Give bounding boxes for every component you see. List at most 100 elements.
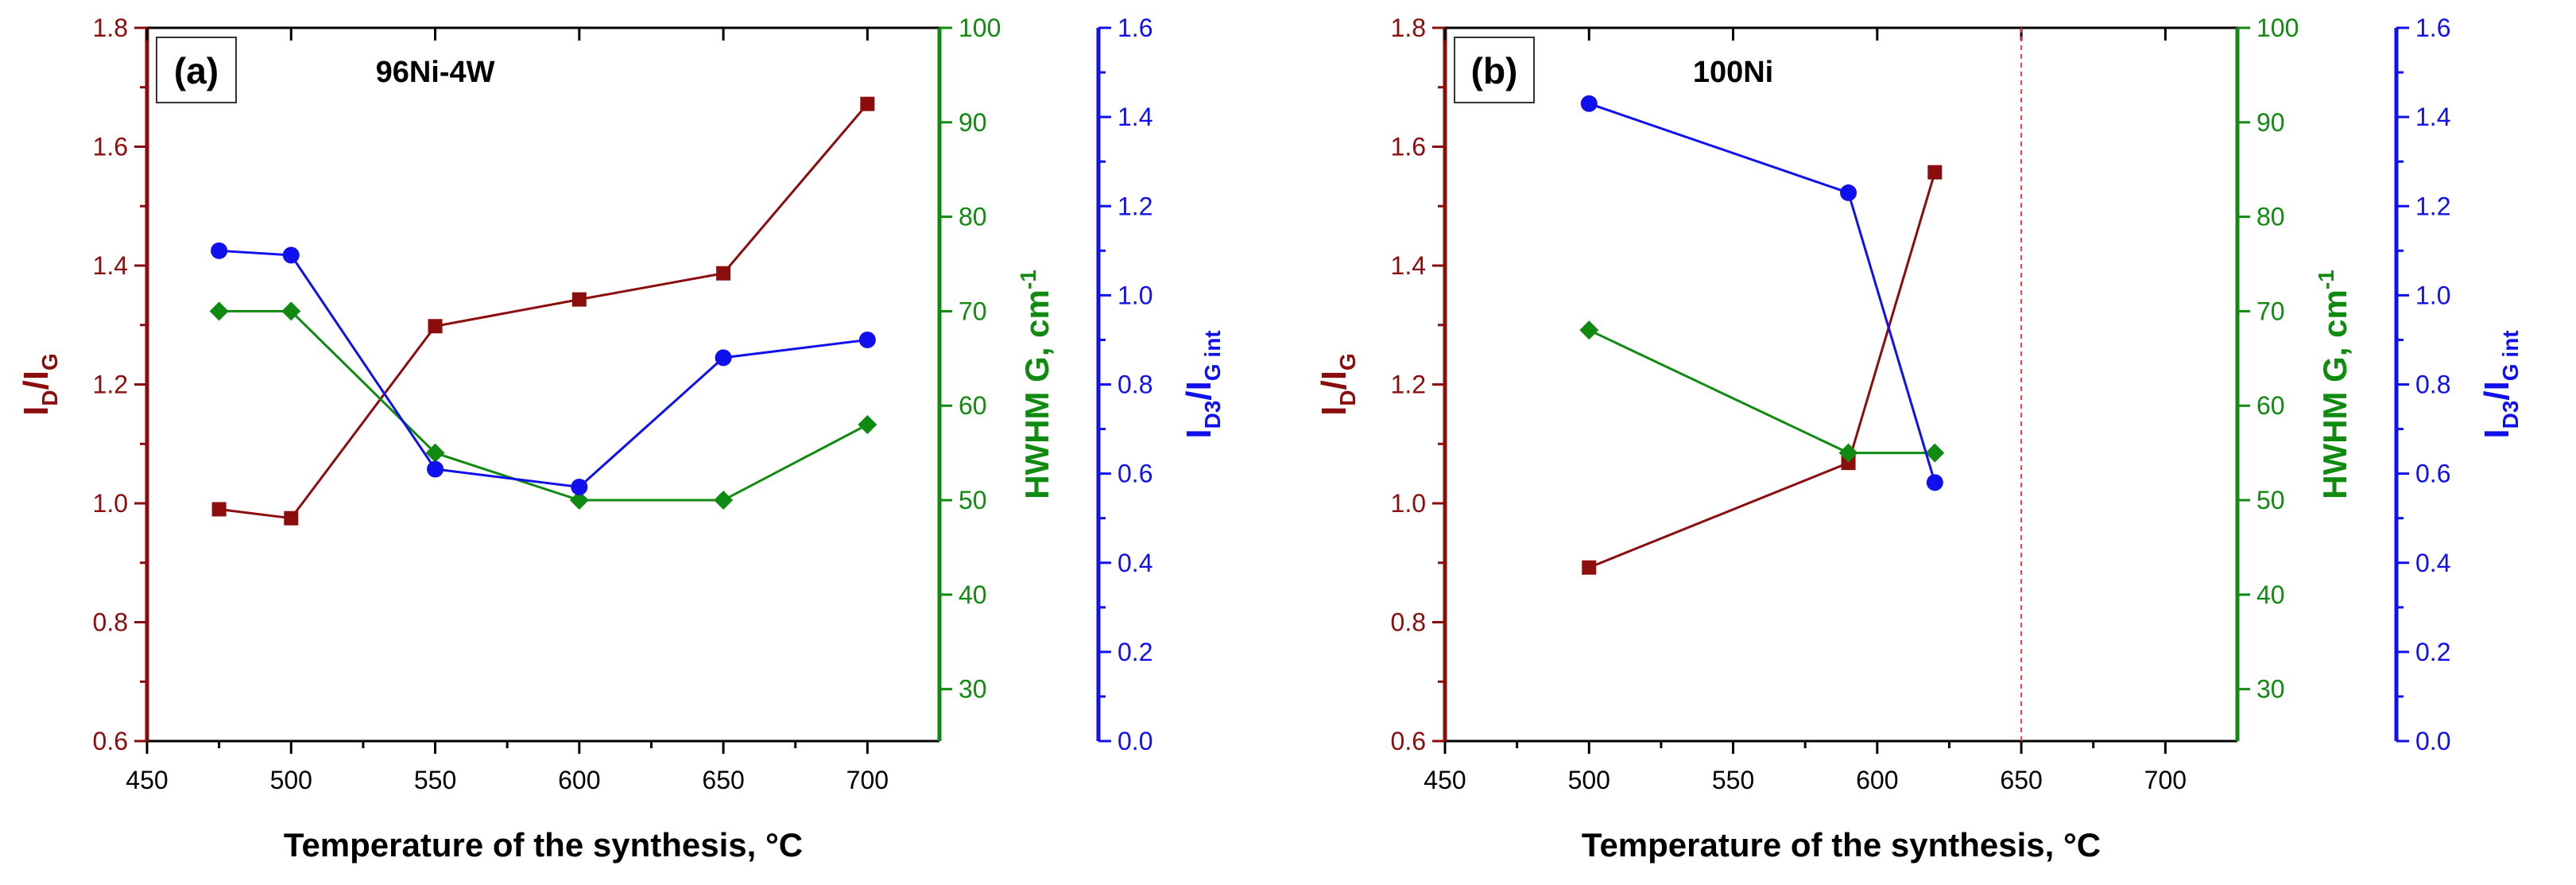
- y2-title-part: HWHM G, cm: [1018, 289, 1056, 499]
- panel-label-box: [156, 37, 237, 103]
- y3-tick-label: 0.0: [1118, 727, 1152, 755]
- y3-title-part: /I: [2477, 381, 2516, 400]
- data-point-diamond: [569, 491, 589, 510]
- y3-title-sub: D3: [2498, 401, 2523, 429]
- y2-axis-title: HWHM G, cm-1: [2314, 270, 2353, 499]
- y1-tick-label: 0.6: [1391, 727, 1426, 755]
- y1-title-part: /I: [1315, 371, 1354, 390]
- y1-tick-label: 1.4: [93, 251, 128, 280]
- data-point-diamond: [425, 443, 445, 463]
- data-point-square: [428, 319, 443, 334]
- y3-tick-label: 0.8: [1118, 371, 1152, 399]
- y2-tick-label: 50: [959, 486, 987, 514]
- y3-tick-label: 1.4: [1118, 103, 1152, 131]
- y3-title-sub: G int: [1200, 330, 1225, 381]
- y3-title-part: I: [2477, 429, 2516, 438]
- data-point-square: [211, 502, 227, 517]
- x-tick-label: 550: [1712, 766, 1754, 794]
- data-point-square: [1927, 165, 1943, 180]
- data-point-diamond: [1838, 443, 1858, 463]
- y1-title-sub: G: [1335, 353, 1360, 371]
- y1-tick-label: 1.6: [1391, 133, 1426, 161]
- y1-tick-label: 1.0: [1391, 489, 1426, 518]
- x-tick-label: 500: [270, 766, 312, 794]
- y3-tick-label: 1.6: [2415, 14, 2450, 42]
- y3-tick-label: 1.0: [2415, 281, 2450, 309]
- x-tick-label: 450: [126, 766, 168, 794]
- data-point-square: [860, 96, 875, 111]
- y3-title-sub: D3: [1200, 401, 1225, 429]
- y1-tick-label: 1.2: [1391, 371, 1426, 399]
- data-point-diamond: [714, 491, 734, 510]
- x-tick-label: 550: [414, 766, 456, 794]
- y3-tick-label: 1.6: [1118, 14, 1152, 42]
- series-line-y3: [219, 249, 868, 489]
- data-point-square: [571, 292, 587, 307]
- y1-tick-label: 1.4: [1391, 251, 1426, 280]
- y1-tick-label: 1.8: [1391, 14, 1426, 42]
- y3-tick-label: 1.2: [1118, 192, 1152, 220]
- y3-tick-label: 0.2: [1118, 638, 1152, 666]
- data-point-circle: [1840, 184, 1857, 201]
- y3-tick-label: 0.4: [1118, 549, 1152, 577]
- panel-label: (b): [1471, 50, 1518, 91]
- y2-tick-label: 90: [2256, 108, 2285, 137]
- y2-title-sup: -1: [1016, 270, 1040, 289]
- data-point-diamond: [209, 301, 229, 321]
- y3-axis-title: ID3/IG int: [1180, 330, 1225, 438]
- y3-tick-label: 1.4: [2415, 103, 2450, 131]
- data-point-circle: [1926, 474, 1943, 491]
- data-point-circle: [571, 478, 588, 495]
- y3-tick-label: 0.6: [2415, 460, 2450, 488]
- data-point-circle: [1580, 95, 1598, 112]
- y2-tick-label: 30: [959, 675, 987, 704]
- y2-title-part: HWHM G, cm: [2316, 289, 2353, 499]
- y1-axis-title: ID/IG: [1315, 353, 1360, 416]
- y3-tick-label: 0.2: [2415, 638, 2450, 666]
- y3-title-part: I: [1180, 429, 1218, 438]
- y2-tick-label: 70: [959, 297, 987, 325]
- y3-tick-label: 1.0: [1118, 281, 1152, 309]
- y3-title-part: /I: [1180, 381, 1218, 400]
- y2-tick-label: 100: [959, 14, 1001, 42]
- x-tick-label: 600: [1856, 766, 1898, 794]
- y3-title-sub: G int: [2498, 330, 2523, 381]
- y1-title-part: I: [1315, 406, 1354, 416]
- y3-tick-label: 0.4: [2415, 549, 2450, 577]
- y1-tick-label: 1.8: [93, 14, 128, 42]
- y2-tick-label: 80: [2256, 203, 2285, 231]
- data-point-circle: [427, 460, 444, 478]
- y1-tick-label: 1.2: [93, 371, 128, 399]
- data-point-square: [1582, 560, 1597, 575]
- y2-tick-label: 40: [2256, 580, 2285, 609]
- data-point-square: [1841, 456, 1856, 471]
- series-line-y3: [1588, 102, 1936, 483]
- x-tick-label: 500: [1568, 766, 1610, 794]
- y2-tick-label: 90: [959, 108, 987, 137]
- data-point-circle: [858, 331, 876, 348]
- y2-tick-label: 50: [2256, 486, 2285, 514]
- x-axis-title: Temperature of the synthesis, °C: [284, 826, 803, 864]
- y1-title-sub: D: [1335, 390, 1360, 406]
- y1-tick-label: 1.6: [93, 133, 128, 161]
- data-point-diamond: [858, 414, 877, 434]
- y3-tick-label: 0.8: [2415, 371, 2450, 399]
- panel-label-box: [1454, 37, 1535, 103]
- series-line-y1: [219, 103, 869, 520]
- panel-b: 450 500 550 600 650 700 Temperature of the syn…: [1315, 14, 2523, 864]
- y1-title-part: I: [17, 406, 56, 416]
- data-point-diamond: [1925, 443, 1945, 463]
- chart-title: 100Ni: [1693, 56, 1773, 89]
- y3-axis-title: ID3/IG int: [2477, 330, 2523, 438]
- y3-tick-label: 0.0: [2415, 727, 2450, 755]
- data-point-circle: [211, 242, 228, 259]
- y1-title-sub: D: [37, 390, 62, 406]
- data-point-diamond: [281, 301, 301, 321]
- y2-tick-label: 40: [959, 580, 987, 609]
- panel-a: 450 500 550 600 650 700 Temperature of the syn…: [17, 14, 1225, 864]
- y1-axis-title: ID/IG: [17, 353, 62, 416]
- x-tick-label: 700: [846, 766, 889, 794]
- x-tick-label: 600: [558, 766, 600, 794]
- y2-tick-label: 100: [2256, 14, 2299, 42]
- x-tick-label: 700: [2144, 766, 2187, 794]
